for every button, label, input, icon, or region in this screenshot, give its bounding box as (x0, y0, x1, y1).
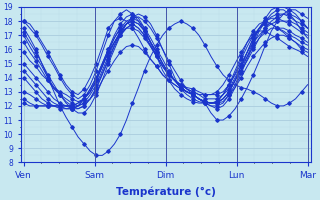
X-axis label: Température (°c): Température (°c) (116, 186, 216, 197)
